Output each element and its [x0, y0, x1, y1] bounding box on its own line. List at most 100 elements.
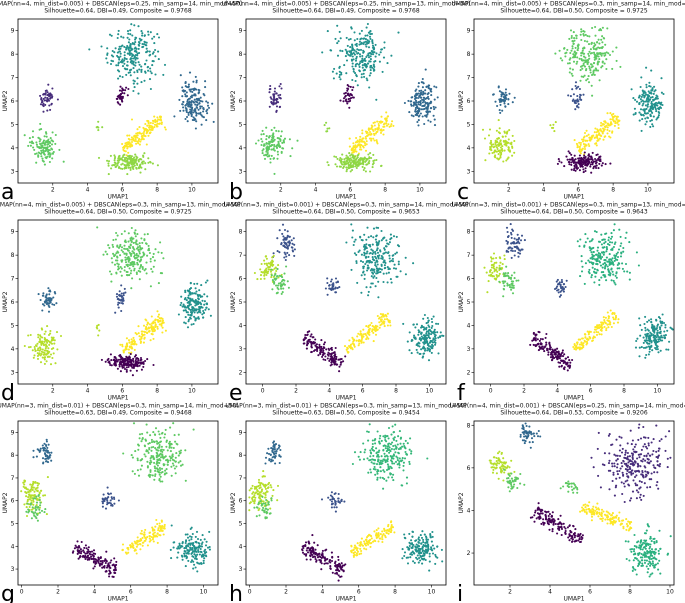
y-tick-label: 6: [239, 276, 243, 283]
scatter-point: [29, 345, 32, 349]
scatter-point: [131, 42, 134, 45]
scatter-point: [583, 74, 586, 77]
scatter-point: [150, 315, 153, 318]
scatter-point: [268, 105, 271, 108]
scatter-point: [408, 349, 411, 352]
scatter-point: [160, 119, 163, 122]
scatter-point: [423, 313, 426, 317]
scatter-point: [340, 71, 343, 74]
scatter-point: [122, 294, 125, 297]
scatter-point: [123, 57, 127, 60]
scatter-point: [114, 259, 118, 262]
scatter-point: [589, 249, 592, 252]
scatter-point: [161, 322, 164, 325]
scatter-point: [339, 157, 342, 160]
scatter-point: [126, 173, 129, 176]
scatter-point: [291, 147, 294, 150]
scatter-point: [366, 269, 369, 272]
scatter-point: [377, 122, 380, 126]
scatter-point: [340, 361, 343, 364]
scatter-point: [502, 160, 505, 163]
scatter-point: [572, 60, 576, 63]
scatter-point: [494, 154, 497, 157]
scatter-point: [601, 255, 604, 259]
scatter-point: [425, 85, 428, 88]
scatter-point: [322, 352, 325, 355]
scatter-point: [141, 34, 144, 37]
scatter-point: [125, 258, 128, 261]
scatter-point: [582, 55, 586, 58]
scatter-point: [324, 287, 327, 290]
scatter-point: [41, 103, 44, 107]
scatter-point: [347, 87, 350, 91]
scatter-point: [304, 333, 307, 337]
scatter-point: [195, 317, 198, 320]
scatter-point: [278, 85, 281, 88]
scatter-point: [156, 164, 159, 167]
scatter-point: [432, 105, 435, 108]
scatter-point: [332, 360, 335, 364]
scatter-point: [144, 62, 147, 65]
scatter-point: [607, 268, 610, 271]
scatter-point: [116, 36, 119, 40]
scatter-point: [499, 146, 502, 149]
scatter-point: [272, 99, 275, 102]
scatter-point: [413, 334, 416, 337]
scatter-point: [628, 271, 631, 274]
scatter-point: [358, 62, 361, 65]
scatter-point: [112, 252, 115, 255]
y-tick-label: 4: [467, 145, 471, 152]
scatter-point: [580, 54, 583, 57]
scatter-point: [129, 243, 132, 246]
y-tick-label: 7: [467, 75, 471, 82]
scatter-point: [145, 132, 148, 135]
scatter-point: [424, 89, 427, 92]
scatter-point: [30, 141, 34, 145]
scatter-point: [122, 36, 125, 39]
scatter-point: [487, 134, 491, 137]
scatter-point: [376, 260, 379, 263]
scatter-point: [497, 131, 500, 134]
x-tick-label: 6: [120, 187, 124, 194]
scatter-point: [641, 118, 644, 121]
scatter-point: [619, 244, 622, 248]
scatter-point: [570, 161, 573, 164]
scatter-point: [116, 360, 119, 363]
scatter-point: [141, 42, 144, 46]
scatter-point: [573, 139, 576, 142]
scatter-point: [122, 292, 125, 295]
scatter-point: [380, 268, 383, 271]
scatter-point: [369, 323, 372, 327]
scatter-point: [154, 55, 157, 58]
scatter-point: [582, 93, 585, 96]
scatter-point: [659, 103, 662, 106]
scatter-point: [151, 122, 155, 125]
scatter-point: [583, 245, 586, 248]
scatter-point: [131, 363, 134, 366]
scatter-point: [371, 330, 374, 333]
scatter-point: [185, 91, 188, 94]
scatter-point: [135, 166, 138, 169]
scatter-point: [347, 164, 350, 167]
scatter-point: [131, 34, 134, 37]
scatter-point: [156, 327, 159, 330]
scatter-point: [49, 94, 52, 97]
scatter-point: [286, 251, 289, 254]
scatter-point: [140, 69, 143, 72]
scatter-point: [646, 100, 649, 103]
scatter-point: [150, 267, 153, 271]
scatter-point: [48, 104, 51, 107]
scatter-point: [363, 273, 366, 276]
scatter-point: [189, 104, 192, 107]
scatter-point: [201, 100, 204, 103]
scatter-point: [119, 358, 122, 361]
scatter-point: [134, 41, 137, 44]
scatter-point: [133, 139, 136, 142]
scatter-point: [427, 336, 430, 339]
scatter-point: [272, 96, 276, 99]
scatter-point: [630, 88, 633, 91]
scatter-point: [580, 38, 583, 42]
scatter-point: [578, 169, 581, 172]
scatter-point: [601, 65, 604, 68]
scatter-point: [118, 45, 121, 48]
